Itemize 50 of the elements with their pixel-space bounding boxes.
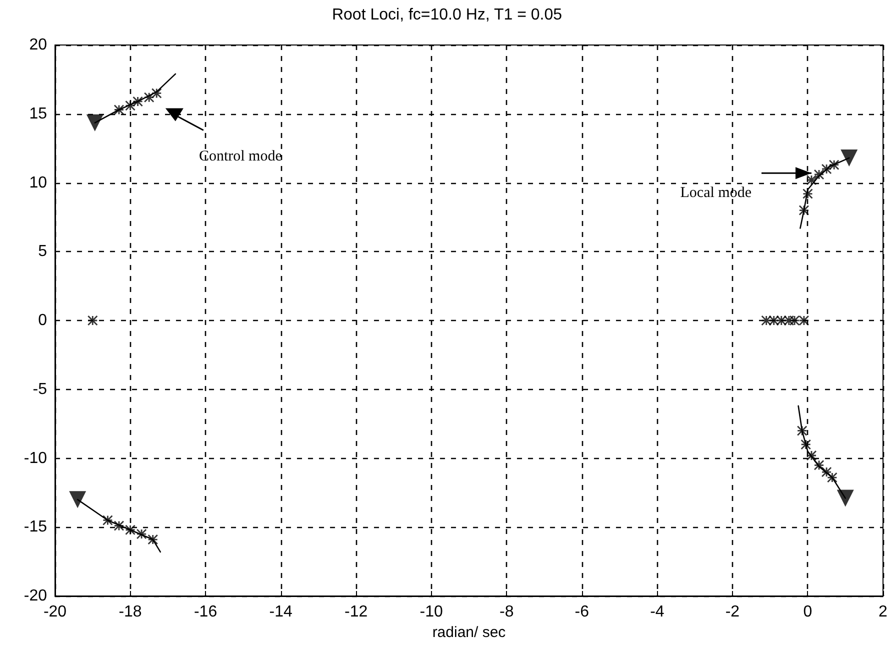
point xyxy=(828,160,840,170)
point xyxy=(826,472,838,483)
y-tick-label: 5 xyxy=(38,243,48,260)
annotation: Local mode xyxy=(680,185,752,202)
point xyxy=(798,315,810,326)
x-tick-label: -14 xyxy=(269,604,292,620)
point xyxy=(796,426,808,436)
point xyxy=(125,100,136,111)
y-tick-label: -5 xyxy=(32,380,48,398)
point xyxy=(69,491,86,508)
point xyxy=(144,92,154,103)
x-tick-label: -8 xyxy=(500,604,514,620)
x-tick-label: -10 xyxy=(420,604,444,620)
y-tick-label: 15 xyxy=(29,105,48,122)
point xyxy=(800,439,812,450)
point xyxy=(114,104,124,115)
point xyxy=(836,490,854,507)
point xyxy=(132,96,143,107)
point xyxy=(798,205,810,216)
point xyxy=(814,169,824,180)
annotation: Control mode xyxy=(198,148,282,164)
point xyxy=(821,164,832,174)
point xyxy=(761,315,772,326)
y-tick-label: 10 xyxy=(29,174,48,192)
point xyxy=(789,315,800,326)
x-tick-label: -6 xyxy=(574,604,590,620)
x-tick-label: -2 xyxy=(725,604,740,620)
chart-title: Root Loci, fc=10.0 Hz, T1 = 0.05 xyxy=(332,6,562,24)
point xyxy=(806,174,817,186)
y-tick-label: -20 xyxy=(24,588,48,604)
point xyxy=(87,315,98,326)
point xyxy=(776,315,787,326)
x-tick-label: -16 xyxy=(194,604,218,620)
point xyxy=(806,450,817,461)
x-tick-label: -18 xyxy=(118,604,142,620)
point xyxy=(86,114,104,132)
x-tick-label: -12 xyxy=(344,604,368,620)
point xyxy=(784,315,794,326)
point xyxy=(151,88,162,98)
point xyxy=(840,149,858,166)
point xyxy=(802,188,813,199)
x-tick-label: 2 xyxy=(878,604,888,620)
y-tick-label: -10 xyxy=(24,450,48,467)
point xyxy=(768,315,780,326)
y-tick-label: -15 xyxy=(24,518,48,536)
x-tick-label: 0 xyxy=(803,604,812,620)
y-tick-label: 0 xyxy=(38,312,48,329)
x-axis-title: radian/ sec xyxy=(432,624,506,641)
x-tick-label: -4 xyxy=(650,604,664,620)
y-tick-label: 20 xyxy=(29,36,48,54)
